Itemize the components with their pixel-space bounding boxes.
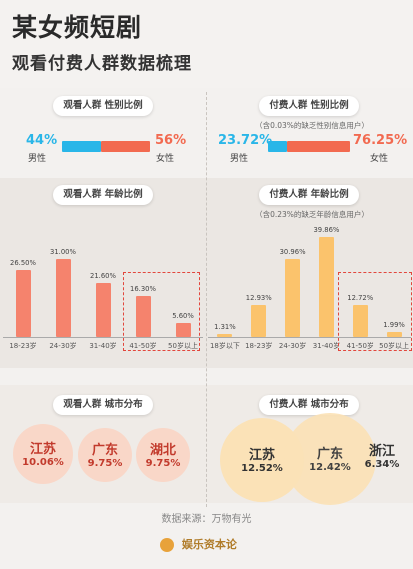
age-value-label: 5.60% bbox=[172, 311, 194, 320]
header: 某女频短剧 观看付费人群数据梳理 bbox=[0, 0, 413, 88]
age-bar bbox=[15, 270, 31, 337]
age-value-label: 1.99% bbox=[383, 321, 405, 329]
right-age-pill: 付费人群 年龄比例 bbox=[259, 185, 359, 205]
age-bar bbox=[318, 237, 334, 337]
right-age-axis bbox=[208, 337, 411, 338]
right-city-2-name: 广东 bbox=[316, 447, 343, 462]
left-city-3-value: 9.75% bbox=[145, 458, 181, 469]
age-category-label: 24-30岁 bbox=[49, 342, 77, 350]
left-city-2-name: 广东 bbox=[91, 443, 118, 458]
age-value-label: 31.00% bbox=[50, 248, 76, 256]
age-bar bbox=[352, 305, 368, 337]
age-value-label: 1.31% bbox=[214, 322, 236, 331]
left-city-1-value: 10.06% bbox=[22, 457, 64, 468]
age-bar bbox=[135, 295, 151, 337]
age-category-label: 18-23岁 bbox=[245, 342, 273, 350]
right-female-pct: 76.25% bbox=[353, 133, 408, 148]
age-value-label: 12.93% bbox=[245, 293, 272, 302]
age-bar bbox=[285, 259, 301, 337]
age-value-label: 26.50% bbox=[10, 259, 36, 268]
left-female-pct: 56% bbox=[155, 133, 187, 148]
age-category-label: 41-50岁 bbox=[346, 342, 374, 350]
age-category-label: 50岁以上 bbox=[379, 342, 410, 350]
age-category-label: 41-50岁 bbox=[129, 342, 157, 350]
age-value-label: 12.72% bbox=[347, 294, 374, 303]
data-source: 数据来源：万物有光 bbox=[161, 514, 252, 525]
age-bar bbox=[251, 304, 267, 337]
age-bar bbox=[175, 322, 191, 337]
age-bar bbox=[386, 332, 402, 337]
left-city-1: 江苏 10.06% bbox=[13, 424, 73, 484]
right-male-pct: 23.72% bbox=[218, 133, 273, 148]
footer-logo: 娱乐资本论 bbox=[160, 536, 237, 552]
age-category-label: 24-30岁 bbox=[278, 342, 307, 350]
center-divider bbox=[206, 92, 207, 507]
page-title: 某女频短剧 bbox=[12, 13, 143, 42]
right-city-3-name: 浙江 bbox=[368, 444, 395, 459]
left-male-bar bbox=[62, 141, 101, 152]
age-value-label: 30.96% bbox=[279, 248, 306, 257]
right-gender-note: （含0.03%的缺乏性别信息用户） bbox=[255, 121, 369, 130]
left-age-pill: 观看人群 年龄比例 bbox=[53, 185, 153, 205]
age-bar bbox=[217, 333, 233, 337]
right-city-1-value: 12.52% bbox=[241, 463, 283, 474]
left-age-axis bbox=[3, 337, 203, 338]
left-female-label: 女性 bbox=[156, 154, 175, 164]
left-female-bar bbox=[101, 141, 150, 152]
age-category-label: 18岁以下 bbox=[209, 342, 240, 350]
age-value-label: 21.60% bbox=[90, 271, 116, 280]
left-highlight-box bbox=[123, 272, 200, 351]
right-highlight-box bbox=[338, 272, 412, 351]
right-city-2-value: 12.42% bbox=[309, 462, 351, 473]
age-value-label: 16.30% bbox=[130, 284, 156, 293]
left-male-pct: 44% bbox=[26, 133, 58, 148]
right-female-label: 女性 bbox=[370, 154, 389, 164]
left-city-3: 湖北 9.75% bbox=[136, 428, 190, 482]
page-subtitle: 观看付费人群数据梳理 bbox=[12, 54, 192, 74]
right-female-bar bbox=[287, 141, 350, 152]
right-male-label: 男性 bbox=[230, 154, 249, 164]
left-city-2-value: 9.75% bbox=[87, 458, 123, 469]
right-city-2: 广东 12.42% bbox=[284, 413, 376, 505]
right-city-pill: 付费人群 城市分布 bbox=[259, 395, 359, 415]
right-city-3: 浙江 6.34% bbox=[356, 436, 408, 488]
right-age-note: （含0.23%的缺乏年龄信息用户） bbox=[255, 210, 369, 219]
right-male-bar bbox=[268, 141, 287, 152]
right-city-1-name: 江苏 bbox=[248, 448, 275, 463]
age-category-label: 18-23岁 bbox=[9, 342, 37, 350]
age-category-label: 31-40岁 bbox=[89, 342, 117, 350]
right-gender-pill: 付费人群 性别比例 bbox=[259, 96, 359, 116]
left-gender-pill: 观看人群 性别比例 bbox=[53, 96, 153, 116]
age-bar bbox=[95, 282, 111, 337]
age-bar bbox=[55, 259, 71, 337]
footer-brand: 娱乐资本论 bbox=[181, 538, 237, 551]
left-city-pill: 观看人群 城市分布 bbox=[53, 395, 153, 415]
age-category-label: 50岁以上 bbox=[168, 342, 198, 350]
left-city-2: 广东 9.75% bbox=[78, 428, 132, 482]
age-value-label: 39.86% bbox=[313, 226, 340, 234]
left-city-3-name: 湖北 bbox=[149, 443, 176, 458]
left-city-1-name: 江苏 bbox=[29, 442, 56, 457]
left-male-label: 男性 bbox=[28, 154, 47, 164]
logo-icon bbox=[160, 538, 174, 552]
right-city-3-value: 6.34% bbox=[364, 459, 400, 470]
age-category-label: 31-40岁 bbox=[312, 342, 341, 350]
